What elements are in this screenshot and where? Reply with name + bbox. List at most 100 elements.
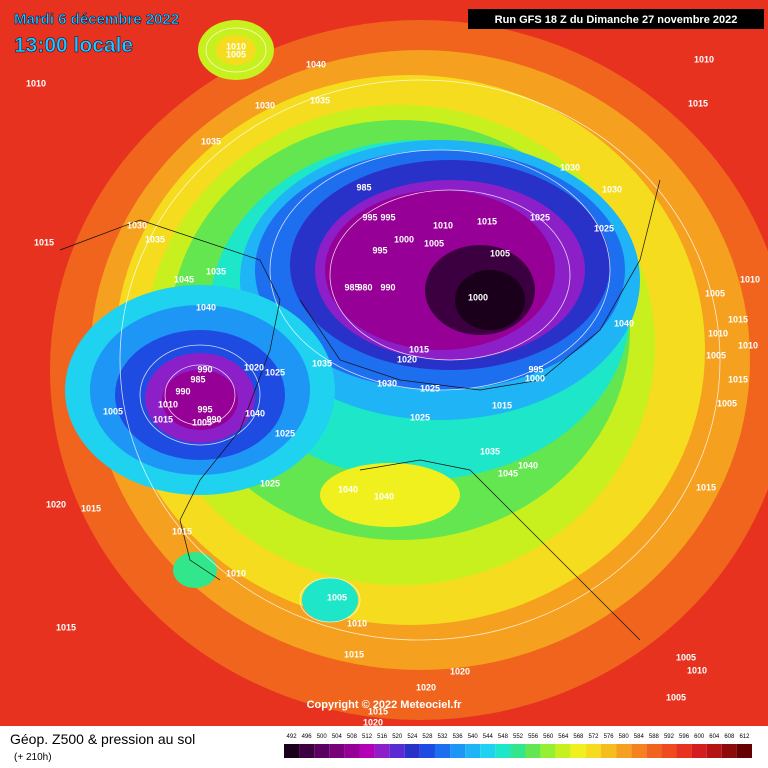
scale-swatch — [434, 744, 451, 758]
pressure-label: 1020 — [397, 354, 417, 364]
pressure-label: 1005 — [706, 350, 726, 360]
pressure-label: 1015 — [477, 216, 497, 226]
pressure-label: 1005 — [676, 652, 696, 662]
pressure-label: 1010 — [708, 328, 728, 338]
pressure-label: 980 — [357, 282, 372, 292]
scale-tick-label: 516 — [377, 734, 388, 740]
pressure-label: 1035 — [310, 95, 330, 105]
scale-swatch — [661, 744, 677, 758]
pressure-label: 985 — [190, 374, 205, 384]
pressure-label: 1005 — [103, 406, 123, 416]
pressure-label: 1035 — [312, 358, 332, 368]
pressure-label: 1005 — [717, 398, 737, 408]
scale-swatch — [359, 744, 375, 758]
height-field — [216, 35, 256, 65]
pressure-label: 1035 — [201, 136, 221, 146]
scale-tick-label: 528 — [422, 734, 433, 740]
pressure-label: 1025 — [265, 367, 285, 377]
scale-tick-label: 536 — [453, 734, 464, 740]
scale-swatch — [601, 744, 617, 758]
pressure-label: 1000 — [525, 373, 545, 383]
color-scale: 492 496 500 504 508 512 516 520 524 528 532 536 540 5… — [284, 734, 752, 758]
pressure-label: 1015 — [34, 237, 54, 247]
pressure-label: 990 — [380, 282, 395, 292]
scale-swatch — [329, 744, 345, 758]
pressure-label: 1020 — [244, 362, 264, 372]
pressure-label: 1000 — [394, 234, 414, 244]
pressure-label: 1030 — [560, 162, 580, 172]
scale-swatch — [284, 744, 300, 758]
pressure-label: 1015 — [368, 706, 388, 716]
scale-tick-label: 540 — [468, 734, 479, 740]
pressure-label: 995 — [197, 404, 212, 414]
pressure-label: 1010 — [347, 618, 367, 628]
pressure-label: 1035 — [145, 234, 165, 244]
scale-tick-label: 564 — [558, 734, 569, 740]
pressure-label: 1020 — [416, 682, 436, 692]
scale-tick-label: 512 — [362, 734, 373, 740]
scale-tick-label: 572 — [588, 734, 599, 740]
scale-swatch — [374, 744, 390, 758]
scale-tick-label: 600 — [694, 734, 705, 740]
pressure-labels: 1010 1005 1040 1030 1035 1010 1035 1010 1015 1030… — [26, 41, 760, 727]
height-field — [173, 552, 217, 588]
pressure-label: 1025 — [420, 383, 440, 393]
scale-tick-label: 492 — [287, 734, 298, 740]
coastlines — [59, 179, 661, 641]
height-field — [162, 370, 238, 430]
scale-tick-label: 508 — [347, 734, 358, 740]
scale-tick-label: 596 — [679, 734, 690, 740]
scale-tick-label: 584 — [634, 734, 645, 740]
date: Mardi 6 décembre 2022 — [14, 11, 179, 28]
pressure-label: 1025 — [260, 478, 280, 488]
scale-swatch — [676, 744, 692, 758]
scale-tick-label: 556 — [528, 734, 539, 740]
pressure-label: 1030 — [255, 100, 275, 110]
pressure-label: 1005 — [226, 49, 246, 59]
pressure-label: 1025 — [530, 212, 550, 222]
scale-swatch — [570, 744, 586, 758]
pressure-label: 1010 — [738, 340, 758, 350]
scale-tick-label: 568 — [573, 734, 584, 740]
pressure-label: 1005 — [327, 592, 347, 602]
pressure-label: 1030 — [377, 378, 397, 388]
pressure-label: 1010 — [687, 665, 707, 675]
scale-swatch — [344, 744, 360, 758]
pressure-label: 1045 — [498, 468, 518, 478]
pressure-label: 1015 — [492, 400, 512, 410]
pressure-label: 1015 — [56, 622, 76, 632]
scale-swatch — [389, 744, 405, 758]
pressure-label: 1025 — [594, 223, 614, 233]
pressure-label: 995 — [528, 364, 543, 374]
scale-tick-label: 588 — [649, 734, 660, 740]
pressure-label: 995 — [372, 245, 387, 255]
scale-swatch — [465, 744, 481, 758]
pressure-label: 1030 — [127, 220, 147, 230]
pressure-label: 990 — [175, 386, 190, 396]
pressure-label: 1040 — [518, 460, 538, 470]
scale-tick-label: 504 — [332, 734, 343, 740]
scale-tick-label: 524 — [407, 734, 418, 740]
scale-swatch — [721, 744, 737, 758]
pressure-label: 1040 — [245, 408, 265, 418]
pressure-label: 1020 — [450, 666, 470, 676]
pressure-label: 1005 — [490, 248, 510, 258]
time: 13:00 locale — [14, 34, 133, 57]
pressure-label: 1040 — [306, 59, 326, 69]
pressure-label: 1005 — [424, 238, 444, 248]
pressure-label: 1020 — [46, 499, 66, 509]
scale-swatch — [495, 744, 511, 758]
pressure-label: 1045 — [174, 274, 194, 284]
scale-tick-label: 592 — [664, 734, 675, 740]
scale-swatch — [510, 744, 526, 758]
pressure-label: 1030 — [602, 184, 622, 194]
pressure-label: 1015 — [728, 374, 748, 384]
pressure-label: 1010 — [694, 54, 714, 64]
pressure-label: 1015 — [688, 98, 708, 108]
scale-swatch — [616, 744, 632, 758]
scale-swatch — [646, 744, 662, 758]
scale-swatch — [314, 744, 330, 758]
scale-tick-label: 552 — [513, 734, 524, 740]
pressure-label: 1040 — [374, 491, 394, 501]
